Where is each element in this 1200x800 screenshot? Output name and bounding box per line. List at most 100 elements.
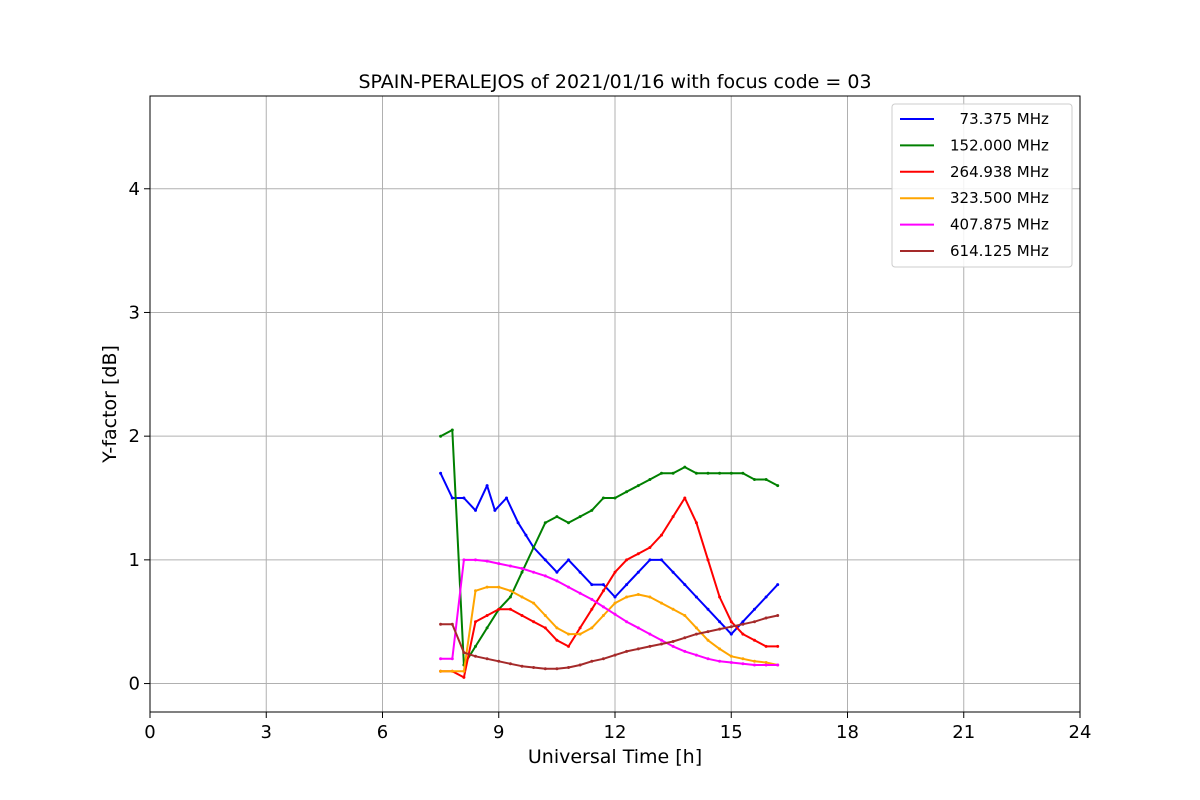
series-2-point [532,546,536,549]
series-3-point [741,632,745,636]
series-3-point [706,558,710,562]
series-3-point [520,614,524,617]
series-6-point [508,662,512,666]
series-1-point [741,620,745,624]
series-5-point [613,612,617,616]
x-tick-label: 21 [952,722,975,743]
series-5-point [718,659,722,663]
series-3-point [578,626,582,630]
series-3-point [532,620,536,624]
series-5-point [555,579,559,583]
legend-label: 323.500 MHz [950,189,1049,207]
series-4-point [555,626,559,630]
series-2-point [776,484,780,488]
series-1-point [683,583,687,587]
series-2-point [613,496,617,500]
series-5-point [590,597,594,601]
series-4-point [439,669,443,673]
legend-label: 614.125 MHz [950,242,1049,260]
series-5-point [485,559,489,563]
y-tick-label: 3 [129,302,140,323]
series-5-point [636,626,640,630]
series-1-point [439,471,443,475]
series-2-point [485,626,489,630]
series-4-point [706,638,710,642]
series-line-5 [440,558,778,666]
series-3-point [683,496,687,500]
x-tick-label: 3 [261,722,272,743]
series-4-point [660,601,663,605]
series-4-point [729,654,733,658]
series-3-point [613,570,617,574]
series-4-point [671,607,675,611]
series-6-point [764,616,768,620]
series-3-point [764,644,768,648]
series-1-point [601,583,605,587]
series-5-point [532,570,536,574]
series-4-point [625,595,629,599]
series-4-point [462,669,466,673]
series-3-point [776,644,780,648]
y-axis-label: Y-factor [dB] [99,345,121,464]
series-6-point [729,625,733,629]
series-4-point [590,626,594,630]
series-4-point [474,589,477,593]
series-2-point [474,644,477,648]
series-1-point [671,570,675,574]
series-5-point [497,562,501,566]
series-line-4 [440,586,778,673]
series-4-point [613,601,617,605]
series-1-point [485,484,489,488]
series-2-point [625,490,629,494]
series-4-point [694,626,698,630]
series-3-point [694,521,698,525]
series-5-point [648,632,652,636]
series-1-point [718,620,722,624]
series-5-point [683,649,687,653]
series-2-point [694,471,698,475]
series-2-point [741,471,745,475]
series-5-point [625,620,629,624]
series-3-point [660,533,663,537]
series-4-point [636,593,640,596]
series-2-point [590,508,594,512]
series-2-point [567,521,570,525]
series-4-point [601,614,605,617]
series-3-point [474,620,477,624]
series-6-point [648,644,652,648]
x-tick-label: 6 [377,722,388,743]
series-3-point [462,675,466,679]
series-4-point [520,595,524,599]
series-6-point [683,636,687,640]
x-tick-label: 24 [1069,722,1092,743]
series-1-point [450,496,454,500]
series-1-point [524,533,528,537]
series-group [439,428,780,679]
series-6-point [671,640,675,643]
x-tick-label: 9 [493,722,504,743]
series-5-point [729,661,733,664]
series-4-point [485,585,489,589]
series-6-point [636,647,640,651]
series-3-point [555,638,559,642]
legend: 73.375 MHz 152.000 MHz 264.938 MHz 323.500 … [891,103,1073,268]
series-5-point [694,653,698,657]
series-2-point [601,496,605,500]
series-3-point [648,546,652,549]
series-6-point [567,666,570,669]
series-5-point [474,558,477,562]
series-6-point [601,657,605,661]
series-6-point [497,659,501,663]
x-tick-label: 0 [144,722,155,743]
series-6-point [520,664,524,668]
series-6-point [555,667,559,671]
series-4-point [508,589,512,593]
series-4-point [764,661,768,664]
series-2-point [729,471,733,475]
y-tick-label: 0 [129,674,140,695]
series-3-point [508,607,512,611]
x-axis: 0 3 6 9 12 15 18 21 24 [144,712,1091,743]
series-3-point [567,644,570,648]
series-1-point [505,496,508,500]
